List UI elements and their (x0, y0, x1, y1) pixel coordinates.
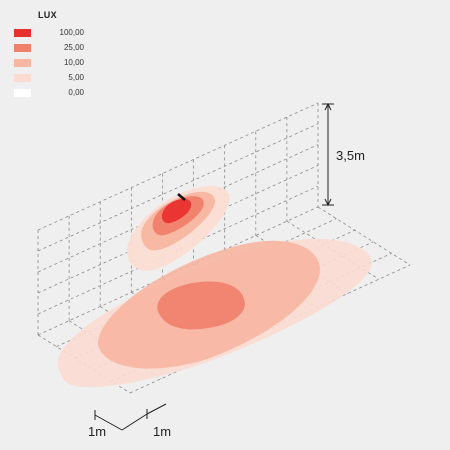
legend-item-100: 100,00 (14, 28, 84, 38)
grid-line (317, 206, 411, 266)
grid-spacing-label-right: 1m (153, 424, 172, 439)
legend-title: LUX (38, 10, 57, 20)
legend-swatch-0 (14, 89, 31, 97)
wall-illuminance-zones (126, 186, 230, 271)
luminaire-icon (177, 193, 186, 201)
legend-swatch-10 (14, 59, 31, 67)
floor-spacing-dimensions (94, 403, 167, 431)
floor-zone-25-lux (157, 281, 245, 330)
grid-spacing-label-left: 1m (88, 424, 107, 439)
legend-value-0: 0,00 (68, 88, 84, 97)
legend-value-10: 10,00 (63, 58, 84, 67)
height-dimension (322, 102, 334, 207)
legend-value-100: 100,00 (59, 28, 84, 37)
legend-item-5: 5,00 (14, 73, 84, 83)
legend-item-25: 25,00 (14, 43, 84, 53)
legend-swatch-5 (14, 74, 31, 82)
height-label: 3,5m (336, 148, 365, 163)
floor-illuminance-zones (57, 238, 373, 388)
wall-zone-100-lux (161, 198, 192, 224)
legend-value-25: 25,00 (63, 43, 84, 52)
legend-swatch-100 (14, 29, 31, 37)
legend-item-0: 0,00 (14, 88, 84, 98)
legend-swatch-25 (14, 44, 31, 52)
legend-item-10: 10,00 (14, 58, 84, 68)
legend-value-5: 5,00 (68, 73, 84, 82)
wall-grid (37, 102, 319, 336)
